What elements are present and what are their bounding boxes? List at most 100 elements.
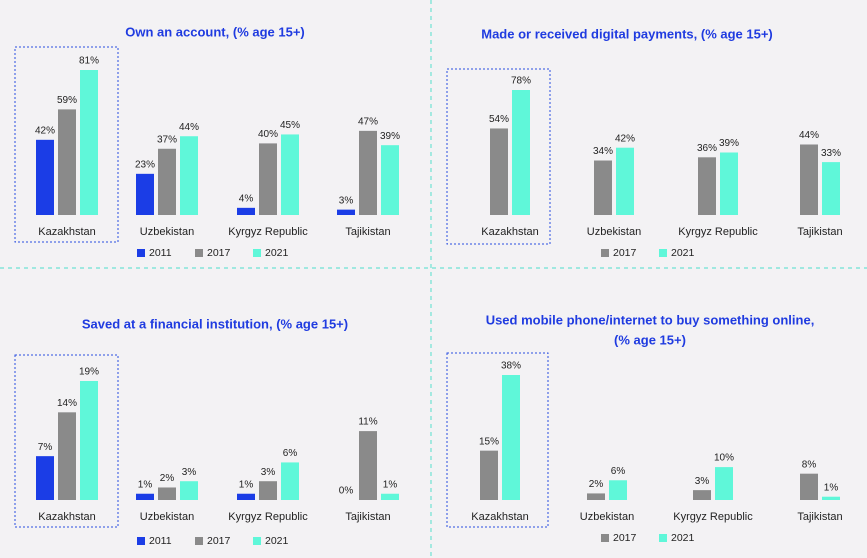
bar [480, 450, 498, 500]
value-label: 3% [695, 476, 710, 487]
category-label: Kazakhstan [471, 511, 528, 523]
legend-swatch [659, 249, 667, 257]
bar [180, 481, 198, 500]
value-label: 40% [258, 129, 278, 140]
value-label: 6% [611, 466, 626, 477]
bar [80, 70, 98, 215]
legend-swatch [195, 249, 203, 257]
chart-title: Own an account, (% age 15+) [125, 24, 305, 39]
value-label: 34% [593, 146, 613, 157]
bar [381, 145, 399, 215]
value-label: 11% [358, 417, 377, 428]
value-label: 78% [511, 76, 531, 87]
category-label: Uzbekistan [140, 511, 194, 523]
category-label: Tajikistan [345, 226, 390, 238]
value-label: 44% [179, 122, 199, 133]
value-label: 23% [135, 159, 155, 170]
legend-label: 2017 [207, 535, 231, 547]
bar [36, 139, 54, 215]
bar [158, 148, 176, 215]
bar [609, 480, 627, 500]
category-label: Kyrgyz Republic [228, 511, 308, 523]
chart-title: Used mobile phone/internet to buy someth… [486, 312, 815, 327]
bar [136, 493, 154, 500]
category-label: Kazakhstan [38, 226, 95, 238]
highlight-box [14, 354, 119, 528]
category-label: Tajikistan [797, 511, 842, 523]
value-label: 37% [157, 134, 177, 145]
value-label: 19% [79, 367, 99, 378]
value-label: 15% [479, 436, 499, 447]
value-label: 54% [489, 114, 509, 125]
legend-label: 2021 [671, 247, 695, 259]
bar [502, 375, 520, 500]
bar [281, 462, 299, 500]
value-label: 47% [358, 117, 378, 128]
legend-label: 2017 [207, 247, 231, 259]
value-label: 14% [57, 398, 77, 409]
bar [822, 496, 840, 500]
bar [136, 173, 154, 215]
bar [58, 109, 76, 215]
legend-label: 2017 [613, 247, 637, 259]
legend-label: 2021 [671, 532, 695, 544]
value-label: 39% [380, 131, 400, 142]
value-label: 1% [138, 479, 153, 490]
bar [158, 487, 176, 500]
bar [237, 207, 255, 215]
bar [512, 90, 530, 215]
value-label: 8% [802, 459, 817, 470]
legend-swatch [659, 534, 667, 542]
bar [359, 130, 377, 215]
legend-label: 2011 [149, 535, 172, 547]
value-label: 45% [280, 120, 300, 131]
bar [616, 147, 634, 215]
category-label: Uzbekistan [140, 226, 194, 238]
category-label: Tajikistan [345, 511, 390, 523]
value-label: 1% [239, 479, 254, 490]
value-label: 6% [283, 448, 298, 459]
bar [594, 160, 612, 215]
legend-swatch [601, 249, 609, 257]
value-label: 42% [35, 125, 55, 136]
bar [381, 493, 399, 500]
value-label: 33% [821, 148, 841, 159]
legend-swatch [601, 534, 609, 542]
value-label: 38% [501, 361, 521, 372]
chart-title: Made or received digital payments, (% ag… [481, 26, 773, 41]
chart-title: (% age 15+) [614, 332, 686, 347]
category-label: Kazakhstan [38, 511, 95, 523]
legend-label: 2021 [265, 247, 289, 259]
bar [359, 431, 377, 500]
value-label: 3% [261, 467, 276, 478]
value-label: 59% [57, 95, 77, 106]
value-label: 7% [38, 442, 53, 453]
bar [587, 493, 605, 500]
category-label: Tajikistan [797, 226, 842, 238]
value-label: 10% [714, 453, 734, 464]
bar [698, 157, 716, 215]
value-label: 2% [589, 479, 604, 490]
category-label: Uzbekistan [587, 226, 641, 238]
legend-label: 2021 [265, 535, 289, 547]
category-label: Kazakhstan [481, 226, 538, 238]
value-label: 36% [697, 143, 717, 154]
category-label: Kyrgyz Republic [228, 226, 308, 238]
legend-label: 2011 [149, 247, 172, 259]
bar [281, 134, 299, 215]
category-label: Kyrgyz Republic [678, 226, 758, 238]
value-label: 44% [799, 130, 819, 141]
bar [259, 143, 277, 215]
highlight-box [14, 46, 119, 243]
value-label: 39% [719, 138, 739, 149]
bar [337, 209, 355, 215]
value-label: 3% [182, 467, 197, 478]
bar [237, 493, 255, 500]
legend-swatch [137, 249, 145, 257]
bar [693, 490, 711, 500]
category-label: Uzbekistan [580, 511, 634, 523]
legend-label: 2017 [613, 532, 637, 544]
bar [490, 128, 508, 215]
value-label: 0% [339, 486, 354, 497]
